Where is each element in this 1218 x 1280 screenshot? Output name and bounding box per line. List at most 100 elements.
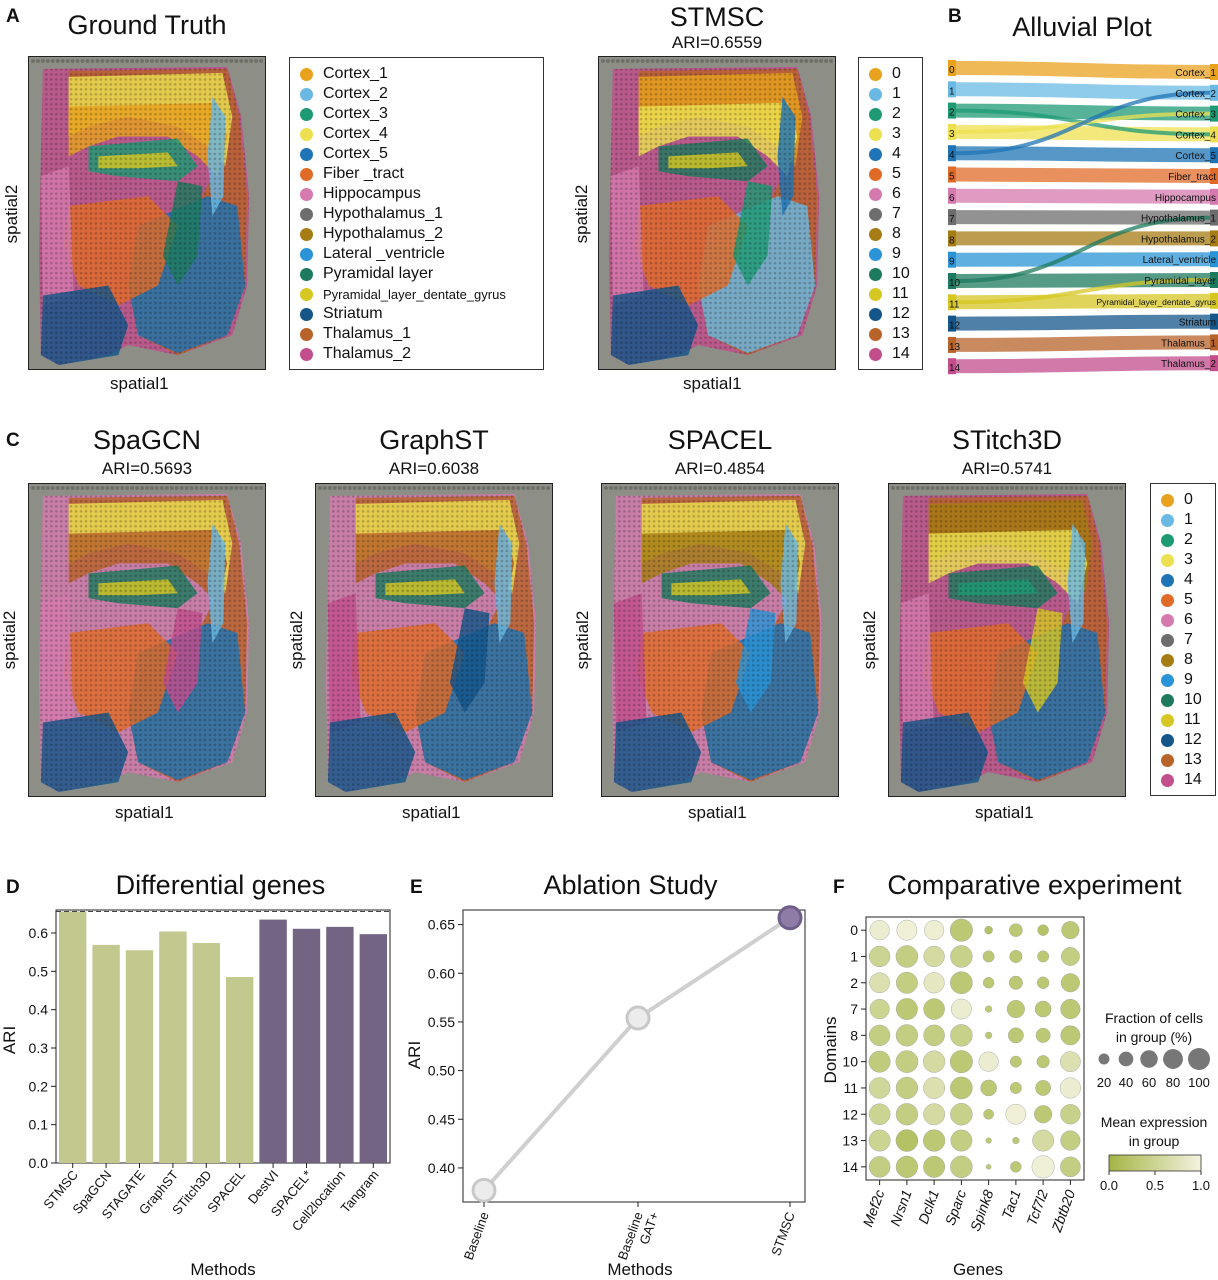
alluvial-left-label: 10: [949, 278, 961, 289]
legend-swatch: [869, 247, 882, 261]
gt-legend-item: Striatum: [290, 304, 543, 324]
legend-swatch: [1161, 773, 1174, 787]
alluvial-right-node: [1210, 105, 1218, 122]
gt-legend-item: Cortex_2: [290, 84, 543, 104]
dot: [1060, 1130, 1081, 1151]
method-title: GraphST: [379, 425, 489, 455]
alluvial-left-label: 12: [949, 321, 961, 332]
alluvial-flow: [955, 90, 1211, 156]
dot: [923, 1050, 946, 1073]
dot: [985, 1005, 993, 1013]
dot: [923, 998, 945, 1020]
alluvial-right-label: Pyramidal_layer_dentate_gyrus: [1096, 297, 1216, 307]
y-tick-label: 12: [842, 1106, 858, 1122]
color-legend-tick-label: 1.0: [1192, 1178, 1210, 1193]
gt-legend-item: Pyramidal layer: [290, 264, 543, 284]
dot: [1034, 1000, 1052, 1018]
alluvial-right-node: [1210, 168, 1218, 184]
dot: [895, 1024, 918, 1047]
tissue-map: [30, 485, 264, 793]
legend-swatch: [1161, 733, 1174, 747]
stmsc-ari: ARI=0.6559: [671, 33, 763, 52]
legend-label: 12: [892, 305, 910, 322]
dot: [1060, 1025, 1081, 1046]
x-tick-label: STMSC: [768, 1210, 798, 1258]
plot-frame: [865, 916, 1085, 1181]
dot: [924, 920, 945, 941]
y-tick-label: 0.5: [29, 963, 49, 979]
legend-label: 9: [1184, 671, 1193, 688]
size-legend-tick: 100: [1188, 1075, 1210, 1090]
alluvial-left-node: [948, 145, 956, 162]
size-legend-dot: [1163, 1049, 1183, 1069]
y-axis-label: Domains: [821, 1016, 840, 1083]
y-tick-label: 10: [842, 1054, 858, 1070]
alluvial-flow: [955, 188, 1211, 204]
c-legend-item: 4: [1151, 570, 1215, 590]
c-legend-item: 7: [1151, 630, 1215, 650]
size-legend-title: Fraction of cells: [1105, 1010, 1203, 1026]
alluvial-right-node: [1210, 147, 1218, 164]
alluvial-left-label: 0: [949, 65, 955, 76]
bar: [326, 926, 354, 1163]
dot: [923, 945, 945, 968]
legend-swatch: [869, 147, 882, 161]
alluvial-right-label: Pyramidal_layer: [1144, 276, 1216, 287]
stmsc-legend-item: 1: [859, 84, 922, 104]
method-xlabel: spatial1: [115, 803, 174, 822]
dot: [950, 1076, 973, 1100]
legend-swatch: [300, 67, 313, 81]
y-axis-label: ARI: [0, 1026, 19, 1054]
stmsc-cluster-legend: 0 1 2 3 4 5 6 7 8 9 10 11 12 13 14: [858, 57, 923, 370]
legend-label: Hippocampus: [323, 185, 421, 202]
bar: [125, 950, 154, 1163]
dot: [1034, 1105, 1053, 1124]
alluvial-left-node: [948, 166, 956, 183]
dot: [1036, 1055, 1050, 1069]
y-tick-label: 0.4: [29, 1002, 49, 1018]
panel-label-a: A: [6, 6, 20, 27]
x-tick-label: Tac1: [998, 1188, 1023, 1222]
legend-swatch: [1161, 713, 1174, 727]
legend-swatch: [869, 307, 882, 321]
dot: [951, 998, 972, 1020]
legend-label: 4: [1184, 571, 1193, 588]
legend-swatch: [300, 87, 313, 101]
alluvial-plot: 01234567891011121314Cortex_1Cortex_2Cort…: [948, 60, 1218, 375]
dot: [923, 1155, 946, 1178]
dot: [1035, 1080, 1051, 1096]
series-line: [482, 916, 792, 1192]
legend-swatch: [869, 87, 882, 101]
legend-label: 1: [1184, 511, 1193, 528]
alluvial-right-label: Thalamus_2: [1161, 359, 1216, 370]
panel-label-f: F: [833, 877, 845, 898]
plot-frame: [462, 909, 806, 1203]
dot: [923, 1077, 946, 1099]
legend-label: 12: [1184, 731, 1202, 748]
tissue-map: [317, 485, 551, 793]
y-axis-label: ARI: [405, 1041, 424, 1069]
dot: [1037, 976, 1050, 989]
gt-legend-item: Pyramidal_layer_dentate_gyrus: [290, 284, 543, 304]
legend-swatch: [1161, 573, 1174, 587]
c-legend-item: 2: [1151, 530, 1215, 550]
method-tissue: [601, 483, 839, 797]
legend-swatch: [300, 127, 313, 141]
bar: [192, 942, 220, 1163]
alluvial-right-node: [1210, 313, 1218, 330]
dot: [1012, 1137, 1020, 1145]
gt-legend-item: Hypothalamus_1: [290, 204, 543, 224]
method-ylabel: spatial2: [573, 610, 592, 670]
legend-swatch: [300, 287, 313, 301]
legend-swatch: [300, 227, 313, 241]
diff-genes-chart: STMSCSpaGCNSTAGATEGraphSTSTitch3DSPACELD…: [0, 909, 391, 1279]
legend-label: Cortex_3: [323, 105, 388, 122]
dot: [1061, 921, 1080, 940]
dot: [869, 945, 891, 968]
tissue-map: [603, 485, 837, 793]
c-legend-item: 1: [1151, 510, 1215, 530]
alluvial-right-node: [1210, 292, 1218, 309]
alluvial-left-node: [948, 102, 956, 119]
legend-label: Hypothalamus_1: [323, 205, 444, 222]
ground-truth-tissue: [28, 56, 266, 370]
